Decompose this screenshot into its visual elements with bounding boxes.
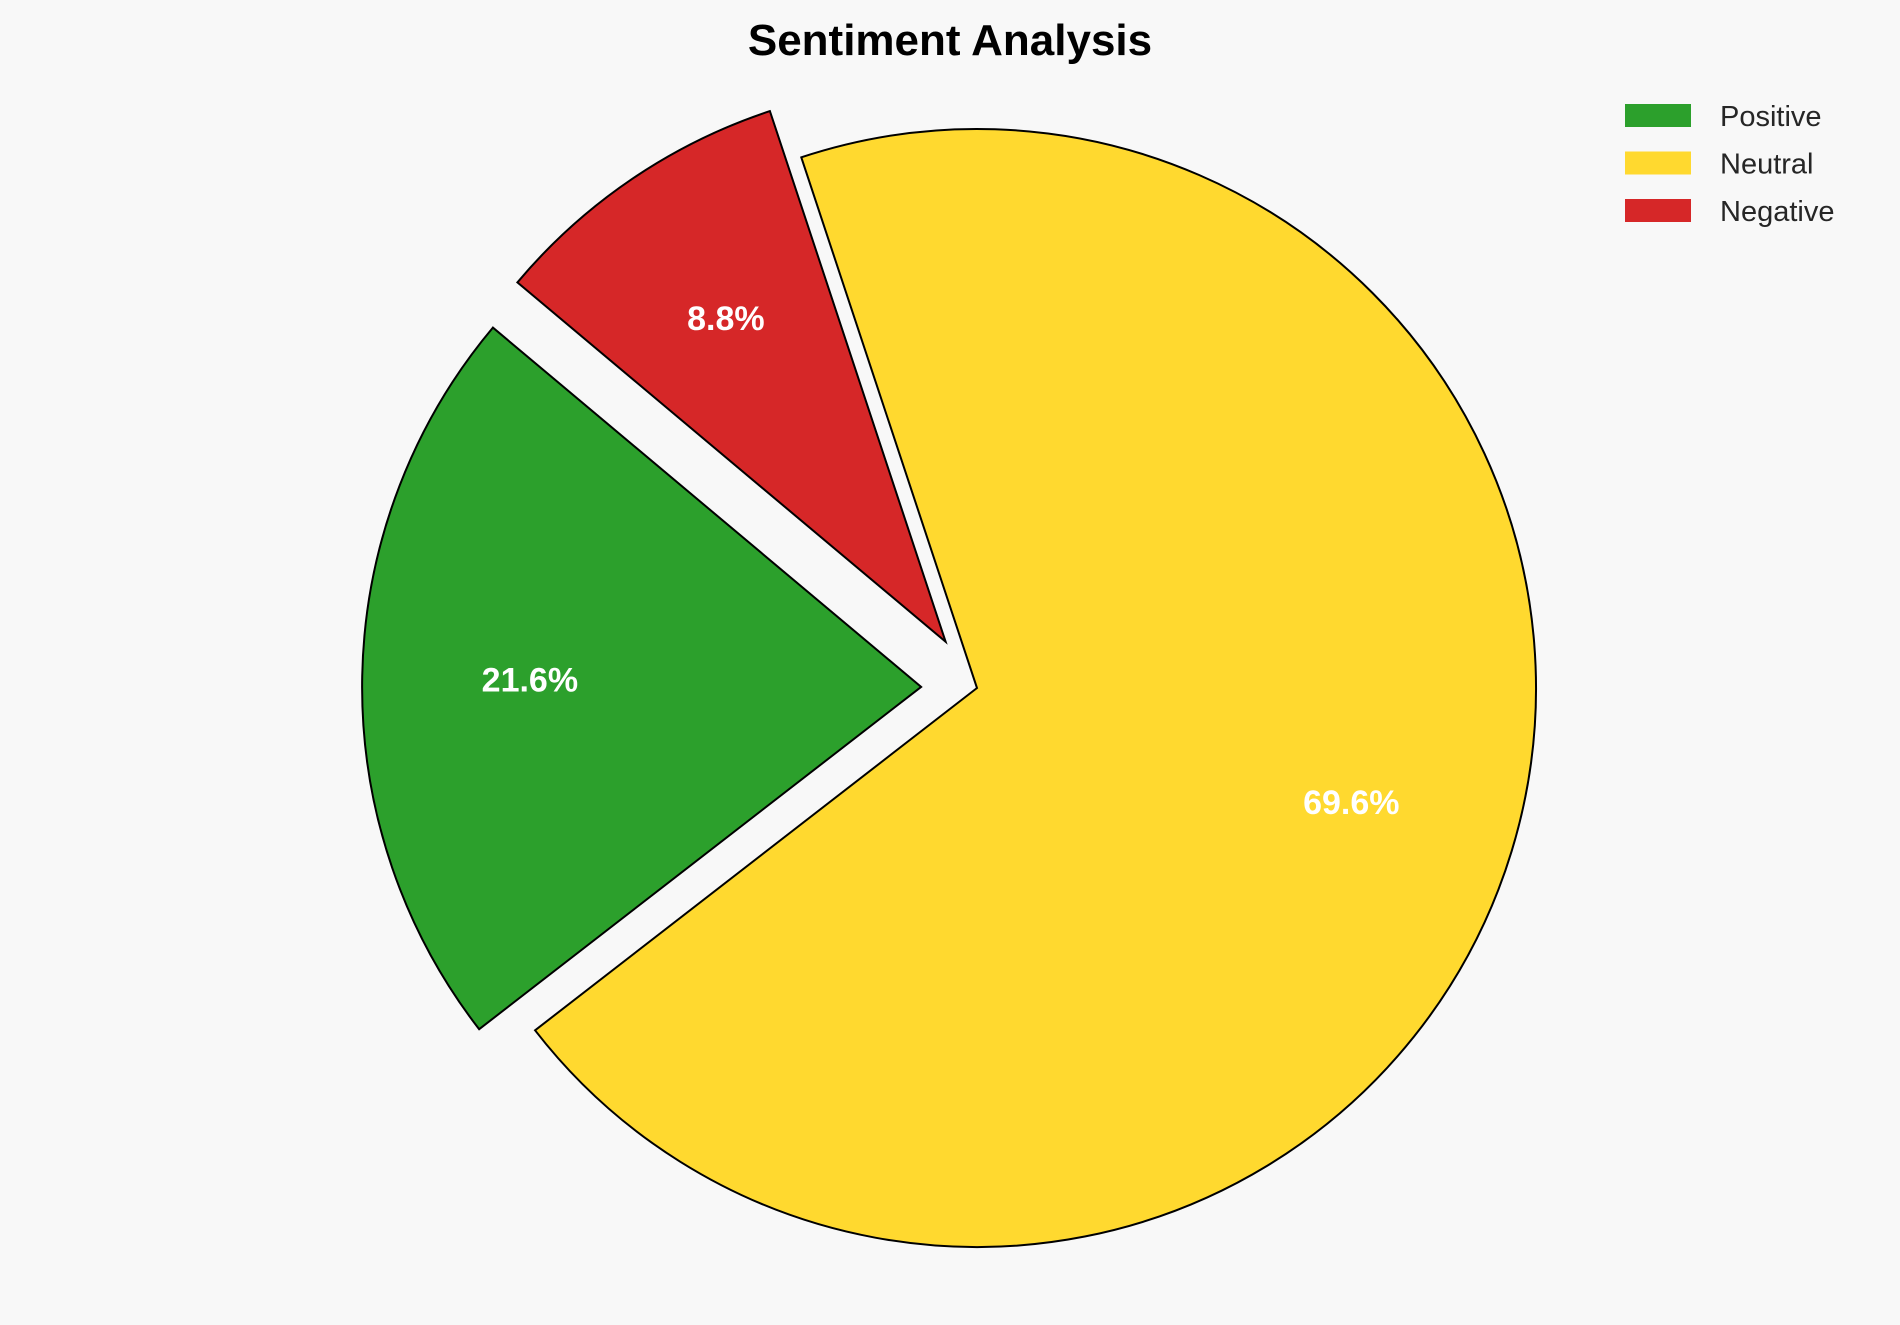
legend-swatch-negative — [1625, 199, 1691, 222]
pie-slice-neutral — [533, 128, 1537, 1248]
pct-label-neutral: 69.6% — [1303, 784, 1399, 822]
legend-swatch-positive — [1625, 104, 1691, 127]
pie-slice-positive — [361, 326, 923, 1031]
pie-slice-negative — [515, 109, 948, 645]
pct-label-negative: 8.8% — [687, 300, 765, 338]
legend-swatch-neutral — [1625, 151, 1691, 175]
legend-label-positive: Positive — [1720, 101, 1822, 133]
pct-label-positive: 21.6% — [482, 661, 578, 699]
legend-label-neutral: Neutral — [1720, 149, 1814, 181]
legend: Positive Neutral Negative — [1625, 101, 1834, 228]
chart-title: Sentiment Analysis — [748, 16, 1152, 65]
legend-label-negative: Negative — [1720, 196, 1834, 228]
